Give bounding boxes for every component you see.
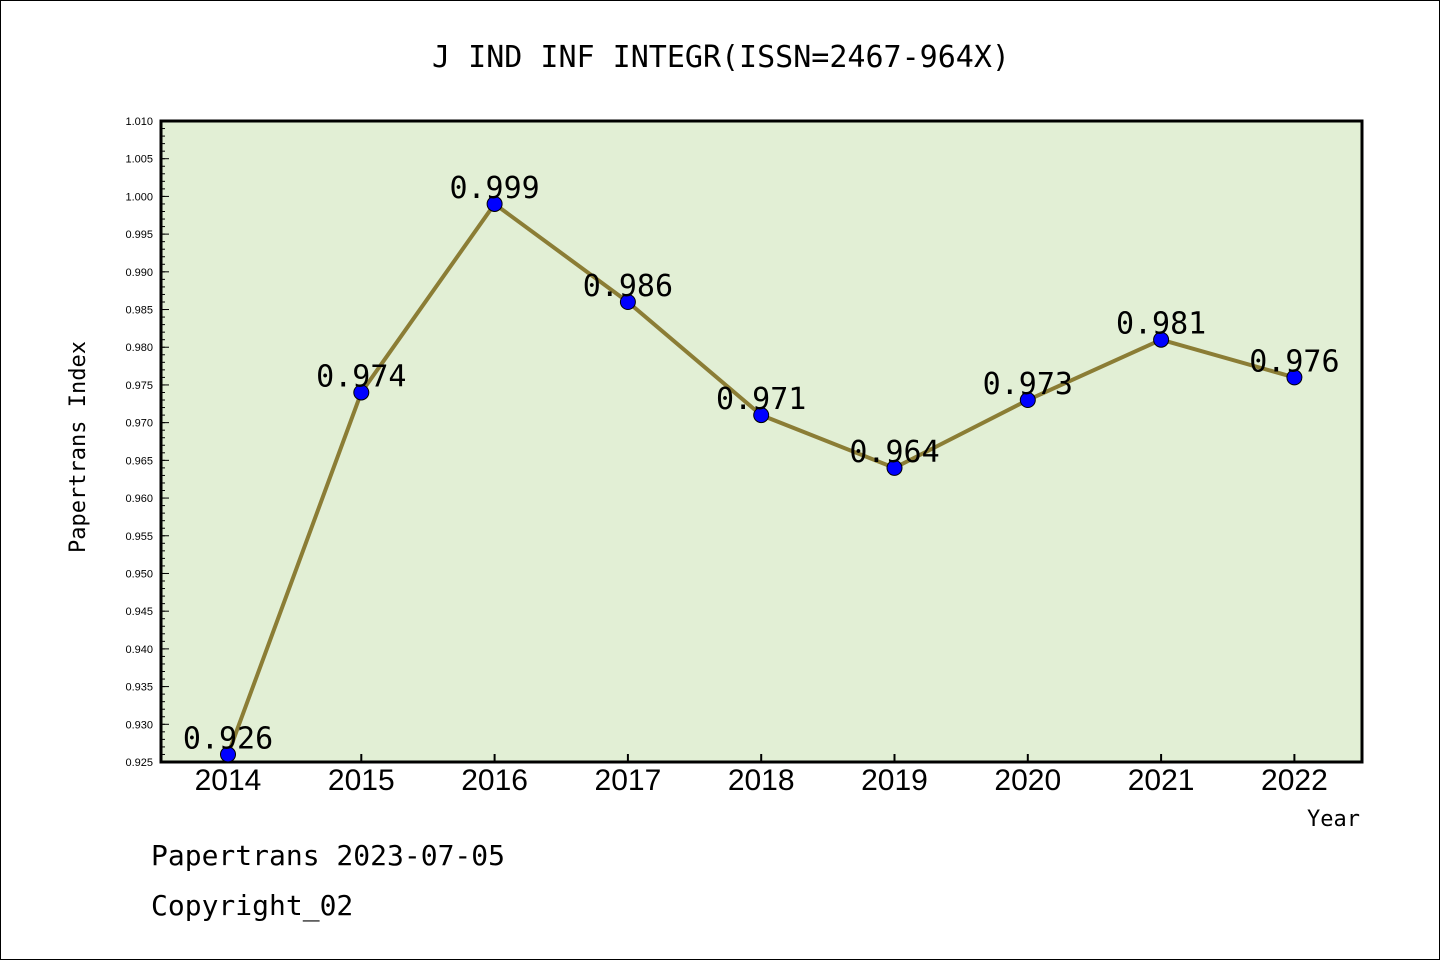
y-tick-label: 0.950: [125, 568, 153, 580]
data-label: 0.981: [1116, 307, 1206, 342]
series-group: [220, 195, 1303, 763]
y-tick-label: 0.995: [125, 229, 153, 241]
data-label: 0.976: [1249, 344, 1339, 379]
y-tick-label: 0.935: [125, 682, 153, 694]
data-point-marker: [220, 746, 236, 763]
y-tick-label: 0.955: [125, 531, 153, 543]
y-tick-label: 0.945: [125, 606, 153, 618]
y-axis-ticks: 0.925 0.930 0.935 0.940 0.945 0.950 0.955 0.960…: [125, 116, 169, 769]
data-label: 0.986: [583, 269, 673, 304]
data-point-marker: [1153, 331, 1170, 348]
x-tick-label: 2018: [728, 764, 795, 797]
data-point-marker: [486, 195, 503, 212]
data-point-marker: [353, 384, 370, 401]
data-label: 0.926: [183, 721, 273, 756]
y-tick-label: 0.930: [125, 719, 153, 731]
data-point-marker: [1286, 369, 1303, 386]
x-axis-ticks: 2014 2015 2016 2017 2018 2019 2020 2021 2022: [195, 754, 1328, 797]
y-tick-label: 0.975: [125, 380, 153, 392]
y-tick-label: 0.925: [125, 757, 153, 769]
footer-date: Papertrans 2023-07-05: [151, 839, 505, 872]
data-label: 0.999: [449, 171, 539, 206]
x-axis-label: Year: [1307, 807, 1360, 832]
y-tick-label: 0.990: [125, 267, 153, 279]
chart-title: J IND INF INTEGR(ISSN=2467-964X): [432, 40, 1010, 75]
data-point-marker: [1019, 392, 1036, 409]
y-tick-label: 0.970: [125, 418, 153, 430]
data-point-marker: [619, 293, 636, 310]
x-tick-label: 2014: [195, 764, 262, 797]
data-label: 0.973: [983, 367, 1073, 402]
data-point-marker: [886, 459, 903, 476]
x-tick-label: 2017: [595, 764, 662, 797]
y-tick-label: 0.940: [125, 644, 153, 656]
plot-area: [159, 119, 1364, 764]
data-label: 0.971: [716, 382, 806, 417]
x-tick-label: 2020: [994, 764, 1061, 797]
data-label: 0.974: [316, 359, 406, 394]
y-tick-label: 1.010: [125, 116, 153, 128]
data-labels-group: 0.926 0.974 0.999 0.986 0.971 0.964 0.973 0.981…: [183, 171, 1340, 757]
data-label: 0.964: [849, 435, 939, 470]
x-tick-label: 2019: [861, 764, 928, 797]
y-axis-label: Papertrans Index: [66, 341, 91, 553]
y-tick-label: 0.985: [125, 305, 153, 317]
x-tick-label: 2016: [461, 764, 528, 797]
x-tick-label: 2021: [1128, 764, 1195, 797]
y-tick-label: 0.980: [125, 342, 153, 354]
y-tick-label: 0.960: [125, 493, 153, 505]
data-point-marker: [753, 407, 770, 424]
footer-copyright: Copyright_02: [151, 889, 353, 923]
x-tick-label: 2022: [1261, 764, 1328, 797]
x-tick-label: 2015: [328, 764, 395, 797]
y-tick-label: 1.000: [125, 191, 153, 203]
y-tick-label: 1.005: [125, 154, 153, 166]
y-tick-label: 0.965: [125, 455, 153, 467]
